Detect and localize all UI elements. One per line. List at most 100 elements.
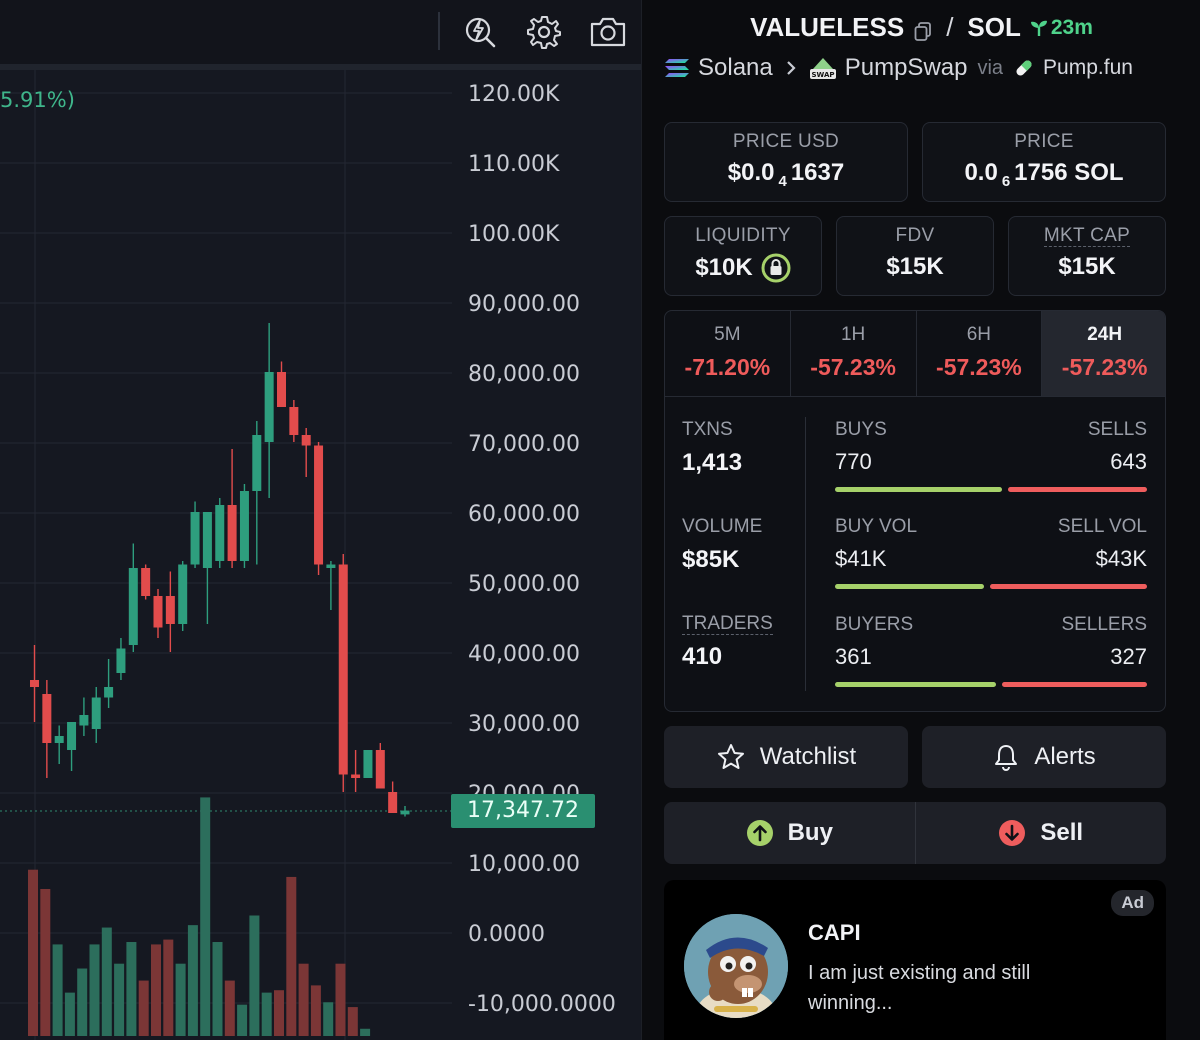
volume-bar (138, 980, 149, 1036)
candle (79, 697, 89, 736)
buy-button[interactable]: Buy (664, 802, 916, 864)
ad-title: CAPI (808, 920, 861, 945)
candle (165, 571, 175, 652)
candle (264, 323, 274, 498)
y-tick-label: 50,000.00 (468, 572, 580, 597)
candle-body (301, 435, 311, 446)
candle (116, 638, 126, 680)
candle-body (289, 407, 299, 435)
chart-panel[interactable]: 120.00K 110.00K 100.00K 90,000.00 80,000.00 7… (0, 0, 641, 1040)
candle-body (314, 445, 324, 565)
y-tick-label: -10,000.0000 (468, 992, 616, 1017)
volume-bar (298, 963, 309, 1036)
candle (91, 687, 101, 743)
fdv-value: $15K (886, 253, 944, 280)
candle (289, 400, 299, 442)
candle (153, 589, 163, 638)
liquidity-card: LIQUIDITY $10K (664, 216, 822, 296)
candle-body (91, 697, 101, 729)
candle-body (388, 792, 398, 813)
price-usd-label: PRICE USD (732, 131, 840, 152)
volume-bar (187, 925, 198, 1036)
chain-link[interactable]: Solana (698, 54, 773, 81)
buy-sell-volume-stat: BUY VOL SELL VOL $41K $43K (835, 516, 1147, 589)
volume-bar (335, 963, 346, 1036)
buyers-sellers-stat: BUYERS SELLERS 361 327 (835, 614, 1147, 687)
candle (54, 725, 64, 764)
fdv-label: FDV (895, 225, 935, 246)
y-tick-label: 80,000.00 (468, 362, 580, 387)
candle (375, 743, 385, 789)
star-icon (717, 744, 744, 769)
toolbar-border (0, 64, 641, 70)
volume-bar (163, 939, 174, 1036)
snapshot-button[interactable] (586, 10, 630, 54)
volume-bar (286, 876, 297, 1036)
buy-sell-volume-ratio-bar (835, 584, 1147, 589)
candle (326, 561, 336, 610)
launchpad-link[interactable]: Pump.fun (1043, 56, 1133, 79)
y-tick-label: 70,000.00 (468, 432, 580, 457)
candle (104, 659, 114, 708)
pair-age-value: 23m (1050, 15, 1093, 39)
sell-button[interactable]: Sell (916, 802, 1167, 864)
volume-bar (224, 980, 235, 1036)
ad-text: I am just existing and still winning... (808, 962, 1031, 1014)
candle-body (264, 372, 274, 442)
candle-body (42, 694, 52, 743)
candle-body (227, 505, 237, 561)
volume-bar (261, 992, 272, 1036)
pair-separator: / (946, 12, 954, 42)
candle-body (178, 564, 188, 624)
tab-6h[interactable]: 6H -57.23% (917, 311, 1043, 396)
volume-bar (89, 944, 100, 1036)
token-info-panel: VALUELESS / SOL 23m Solana SWAP PumpSwap… (641, 0, 1200, 1040)
candle-body (351, 774, 361, 778)
volume-bar (40, 888, 51, 1036)
price-sol-card: PRICE 0.0 6 1756 SOL (922, 122, 1166, 202)
candle (42, 680, 52, 778)
seedling-icon (1030, 20, 1047, 36)
copy-icon[interactable] (914, 18, 932, 41)
candle-body (338, 564, 348, 775)
market-cap-card[interactable]: MKT CAP $15K (1008, 216, 1166, 296)
watchlist-button[interactable]: Watchlist (664, 726, 908, 788)
dex-link[interactable]: PumpSwap (844, 54, 968, 81)
volume-bar (101, 927, 112, 1036)
candle (338, 554, 348, 792)
tab-24h[interactable]: 24H -57.23% (1042, 311, 1165, 396)
candle (178, 561, 188, 631)
indicators-button[interactable] (458, 10, 502, 54)
candle-body (153, 596, 163, 628)
candle-body (116, 648, 126, 673)
y-tick-label: 0.0000 (468, 922, 545, 947)
tab-5m[interactable]: 5M -71.20% (665, 311, 791, 396)
candle-body (239, 491, 249, 561)
candle (30, 645, 39, 722)
candle-body (190, 512, 200, 565)
candle (363, 750, 373, 778)
y-tick-label: 110.00K (468, 152, 560, 177)
candle (314, 442, 324, 575)
volume-bar (347, 1007, 358, 1036)
price-chart[interactable]: 120.00K 110.00K 100.00K 90,000.00 80,000.00 7… (0, 0, 641, 1040)
candle (277, 361, 286, 407)
ad-card[interactable]: Ad CAPI I am just existing and still win… (664, 880, 1166, 1040)
market-cap-label: MKT CAP (1043, 225, 1131, 247)
camera-icon (590, 17, 626, 47)
via-label: via (977, 56, 1004, 79)
txns-stat: TXNS 1,413 (682, 419, 743, 476)
candle-body (128, 568, 138, 645)
tab-1h[interactable]: 1H -57.23% (791, 311, 917, 396)
volume-bar (200, 797, 211, 1036)
settings-button[interactable] (522, 10, 566, 54)
volume-bar (126, 942, 137, 1036)
volume-bar (64, 992, 75, 1036)
buy-label: Buy (787, 819, 833, 846)
price-change-label: 5.91%) (0, 88, 75, 112)
fdv-card: FDV $15K (836, 216, 994, 296)
base-token-symbol: VALUELESS (750, 12, 905, 42)
candle-body (79, 715, 89, 726)
traders-stat[interactable]: TRADERS 410 (682, 613, 773, 670)
alerts-button[interactable]: Alerts (922, 726, 1166, 788)
